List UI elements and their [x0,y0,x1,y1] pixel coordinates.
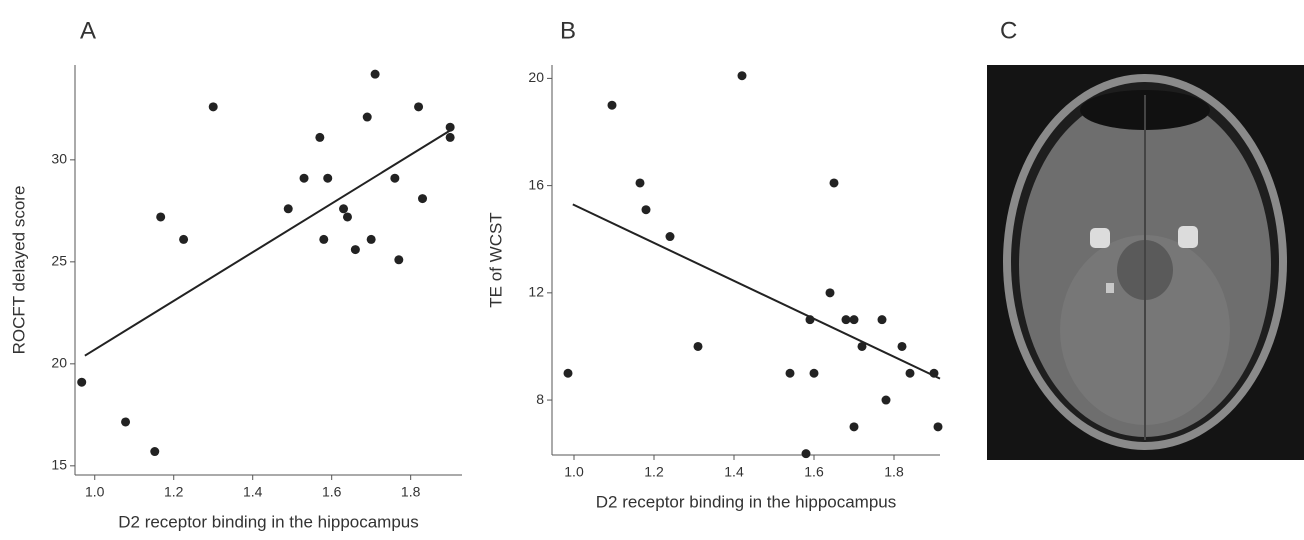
point [849,315,859,325]
point [342,212,352,222]
x-tick-label: 1.2 [644,464,664,480]
x-axis-label: D2 receptor binding in the hippocampus [596,492,897,511]
point [905,368,915,378]
panel-label: C [1000,17,1017,44]
point [635,178,645,188]
x-tick-label: 1.6 [804,464,824,480]
x-tick-label: 1.4 [243,484,263,500]
point [390,173,400,183]
point [857,341,867,351]
y-axis-label: TE of WCST [486,212,505,307]
point [418,194,428,204]
point [693,341,703,351]
panel-label: B [560,17,576,44]
point [150,447,160,457]
point [362,112,372,122]
point [156,212,166,222]
point [607,100,617,110]
point [897,341,907,351]
y-axis-label: ROCFT delayed score [9,186,28,355]
point [877,315,887,325]
point [801,449,811,459]
point [315,132,325,142]
point [370,69,380,79]
point [849,422,859,432]
y-tick-label: 20 [528,69,544,85]
brain-image [987,65,1304,460]
point [825,288,835,298]
x-tick-label: 1.0 [564,464,584,480]
point [121,417,131,427]
point [809,368,819,378]
x-tick-label: 1.4 [724,464,744,480]
point [394,255,404,265]
point [208,102,218,112]
point [445,122,455,132]
point [77,377,87,387]
panel-label: A [80,17,96,44]
point [414,102,424,112]
y-tick-label: 8 [536,391,544,407]
point [350,245,360,255]
x-tick-label: 1.8 [401,484,421,500]
y-tick-label: 20 [51,355,67,371]
point [805,315,815,325]
point [737,71,747,81]
point [641,205,651,215]
point [339,204,349,214]
x-tick-label: 1.0 [85,484,105,500]
y-tick-label: 25 [51,253,67,269]
point [283,204,293,214]
point [785,368,795,378]
point [323,173,333,183]
fit-line [84,128,453,357]
point [179,234,189,244]
point [366,234,376,244]
point [665,232,675,242]
x-tick-label: 1.8 [884,464,904,480]
point [929,368,939,378]
point [933,422,943,432]
x-tick-label: 1.2 [164,484,184,500]
y-tick-label: 12 [528,284,544,300]
point [841,315,851,325]
y-tick-label: 15 [51,457,67,473]
y-tick-label: 30 [51,151,67,167]
point [319,234,329,244]
point [829,178,839,188]
fit-line [572,203,941,380]
point [563,368,573,378]
point [299,173,309,183]
point [445,132,455,142]
y-tick-label: 16 [528,176,544,192]
x-axis-label: D2 receptor binding in the hippocampus [118,512,419,531]
x-tick-label: 1.6 [322,484,342,500]
point [881,395,891,405]
